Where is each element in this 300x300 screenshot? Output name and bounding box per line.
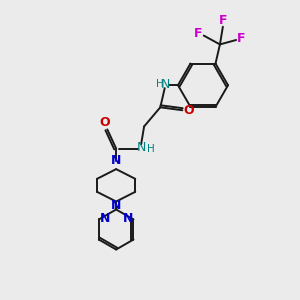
- Text: H: H: [147, 144, 154, 154]
- Text: F: F: [194, 27, 203, 40]
- Text: N: N: [161, 78, 171, 91]
- Text: F: F: [237, 32, 246, 45]
- Text: O: O: [99, 116, 110, 129]
- Text: F: F: [219, 14, 227, 27]
- Text: N: N: [122, 212, 133, 224]
- Text: N: N: [111, 200, 121, 212]
- Text: H: H: [156, 79, 164, 89]
- Text: N: N: [100, 212, 110, 224]
- Text: O: O: [184, 104, 194, 117]
- Text: N: N: [111, 154, 121, 167]
- Text: N: N: [136, 141, 146, 154]
